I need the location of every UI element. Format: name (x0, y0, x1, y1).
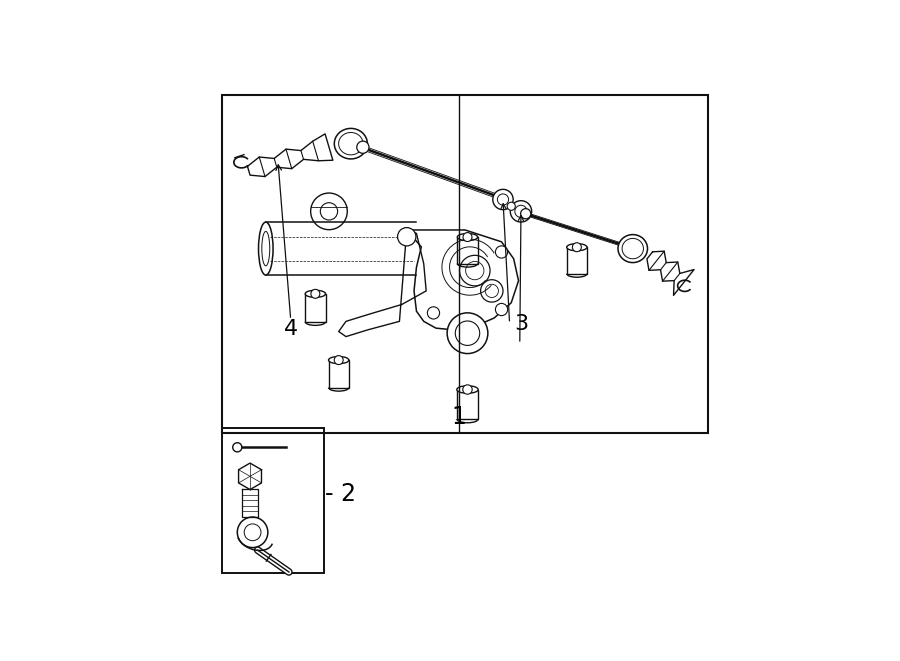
Ellipse shape (618, 235, 647, 262)
Polygon shape (238, 463, 262, 490)
Ellipse shape (258, 222, 273, 275)
Circle shape (233, 443, 242, 452)
Circle shape (310, 290, 320, 298)
Circle shape (447, 313, 488, 354)
Bar (328, 360, 349, 387)
Text: 3: 3 (515, 314, 529, 334)
Circle shape (398, 227, 416, 246)
Circle shape (428, 307, 439, 319)
Polygon shape (266, 222, 417, 275)
Ellipse shape (334, 128, 367, 159)
Polygon shape (242, 489, 257, 517)
Bar (305, 294, 326, 322)
Circle shape (510, 201, 532, 222)
Circle shape (463, 385, 473, 394)
Ellipse shape (305, 290, 326, 297)
Text: - 2: - 2 (326, 482, 356, 506)
Circle shape (495, 246, 508, 258)
Ellipse shape (328, 356, 349, 364)
Bar (567, 247, 587, 274)
Circle shape (356, 141, 369, 153)
Circle shape (495, 303, 508, 315)
Circle shape (493, 189, 513, 210)
Circle shape (238, 517, 268, 547)
Circle shape (520, 209, 531, 219)
Circle shape (463, 233, 472, 241)
Ellipse shape (567, 244, 587, 251)
Bar (457, 389, 478, 419)
Circle shape (334, 356, 343, 365)
Ellipse shape (457, 233, 478, 241)
Text: 1: 1 (451, 405, 466, 430)
Circle shape (515, 206, 527, 217)
Polygon shape (647, 251, 694, 295)
Circle shape (508, 202, 516, 210)
Ellipse shape (457, 386, 478, 393)
Circle shape (572, 243, 581, 252)
Bar (222, 95, 708, 433)
Bar (222, 428, 324, 573)
Bar (457, 237, 478, 264)
Polygon shape (338, 230, 427, 336)
Text: 4: 4 (284, 319, 298, 338)
Polygon shape (407, 230, 518, 330)
Circle shape (310, 193, 347, 229)
Circle shape (498, 194, 508, 205)
Polygon shape (248, 134, 333, 176)
